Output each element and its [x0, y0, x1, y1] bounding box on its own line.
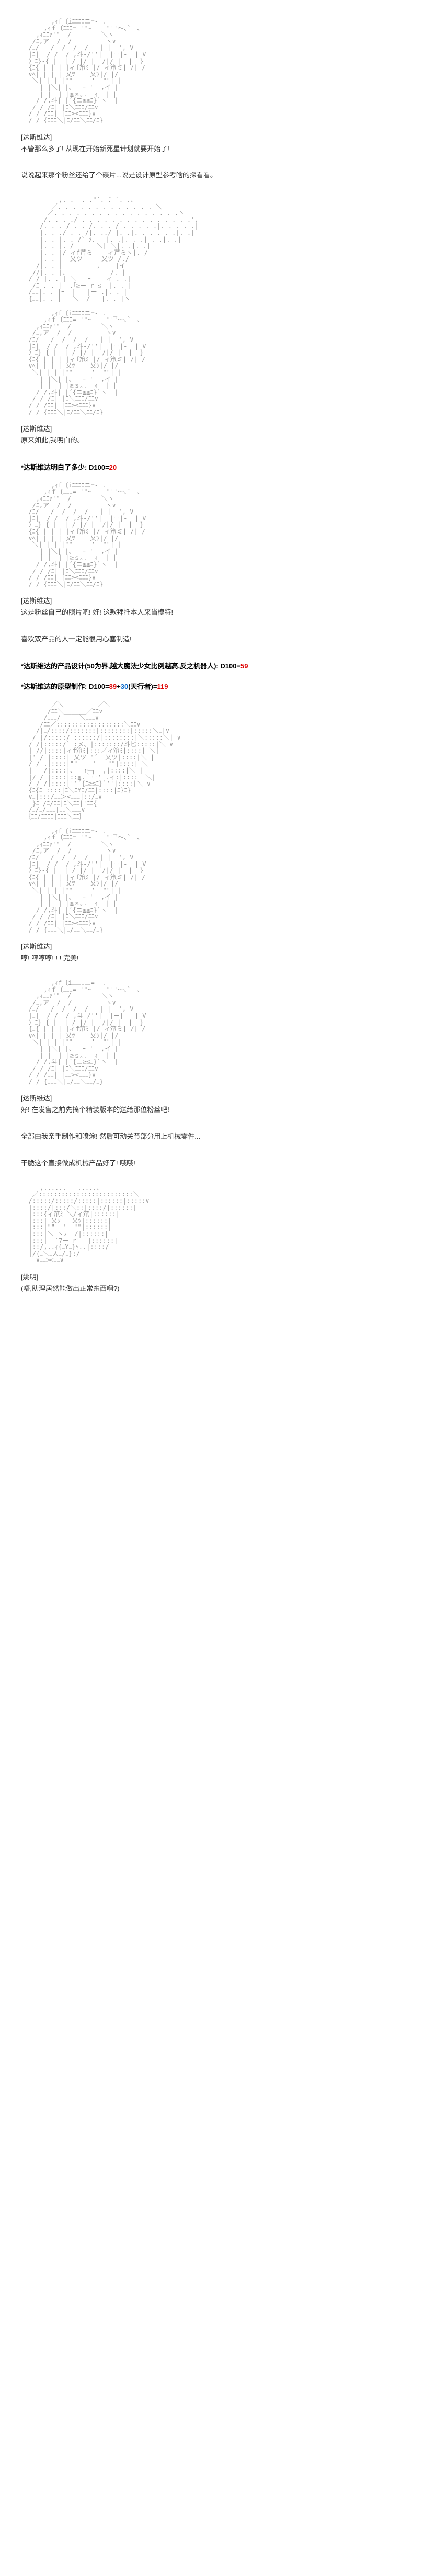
ascii-art-block: ,ｨf〔iﾆﾆﾆﾆニ=- . _ ,ｨｆ〔ﾆﾆﾆ= '"~ "''〜､` ､ ,… [21, 18, 427, 124]
dialogue-text: 这是粉丝自己的照片吧! 好! 这款拜托本人来当模特! [21, 607, 427, 618]
dialogue-text: 喜欢双产品的人一定能很用心塞制造! [21, 634, 427, 645]
roll-suffix: (天行者)= [128, 683, 157, 690]
ascii-art-block: ,ｨf〔iﾆﾆﾆﾆニ=- . _ ,ｨｆ〔ﾆﾆﾆ= '"~ "''〜､` ､ ,… [21, 482, 427, 588]
roll-prefix: *达斯维达的产品设计(50为界,越大魔法少女比例越高,反之机器人): D100= [21, 662, 240, 670]
dice-roll-combo: *达斯维达的原型制作: D100=89+30(天行者)=119 [21, 681, 427, 691]
roll-total: 119 [157, 683, 168, 690]
roll-value: 20 [109, 463, 117, 471]
dialogue-text: 不管那么多了! 从现在开始新死星计划就要开始了! [21, 144, 427, 155]
speaker-label: [达斯维达] [21, 1093, 427, 1103]
dialogue-text: 说说起来那个粉丝还给了个碟片...说是设计原型参考啥的探看看。 [21, 170, 427, 181]
dialogue-text: 好! 在发售之前先搞个精装版本的送给那位粉丝吧! [21, 1105, 427, 1116]
dialogue-text: 干脆这个直接做成机械产品好了! 哦哦! [21, 1158, 427, 1169]
ascii-art-block: ,......-‐-.....、 ／::::::::::::::::::::::… [21, 1185, 427, 1264]
dice-roll: *达斯维达的产品设计(50为界,越大魔法少女比例越高,反之机器人): D100=… [21, 661, 427, 671]
dialogue-text: 全部由我亲手制作和喷涂! 然后可动关节部分用上机械零件... [21, 1131, 427, 1142]
ascii-art-block: ,ｨf〔iﾆﾆﾆﾆニ=- . _ ,ｨｆ〔ﾆﾆﾆ= '"~ "''〜､` ､ ,… [21, 310, 427, 416]
ascii-art-block: ,ｨf〔iﾆﾆﾆﾆニ=- . _ ,ｨｆ〔ﾆﾆﾆ= '"~ "''〜､` ､ ,… [21, 980, 427, 1085]
speaker-label: [达斯维达] [21, 941, 427, 951]
dice-roll: *达斯维达明白了多少: D100=20 [21, 462, 427, 472]
dialogue-text: (唔,助理居然能做出正常东西啊?) [21, 1284, 427, 1295]
roll-value: 59 [240, 662, 248, 670]
speaker-label: [达斯维达] [21, 132, 427, 142]
roll-v2: 30 [121, 683, 128, 690]
dialogue-text: 原来如此,我明白的。 [21, 435, 427, 446]
dialogue-text: 哼! 哼哼哼! ! ! 完美! [21, 953, 427, 964]
roll-prefix: *达斯维达的原型制作: D100= [21, 683, 109, 690]
ascii-art-block: ,ｨf〔iﾆﾆﾆﾆニ=- . _ ,ｨｆ〔ﾆﾆﾆ= '"~ "''〜､` ､ ,… [21, 828, 427, 934]
ascii-art-block: ／＼ ／＼ /ﾆﾆ＼______／ﾆﾆ∨ /ﾆﾆﾆ/ ＼ﾆﾆﾆ∨ /ﾆﾆ／:::… [21, 701, 427, 820]
speaker-label: [达斯维达] [21, 595, 427, 605]
speaker-label: [姚明] [21, 1272, 427, 1281]
speaker-label: [达斯维达] [21, 423, 427, 433]
roll-v1: 89 [109, 683, 117, 690]
roll-mid: + [117, 683, 121, 690]
ascii-art-block: ,. .-‐. ."´. ̄. `. .、 ／. . . . . . . . .… [21, 197, 427, 302]
roll-prefix: *达斯维达明白了多少: D100= [21, 463, 109, 471]
